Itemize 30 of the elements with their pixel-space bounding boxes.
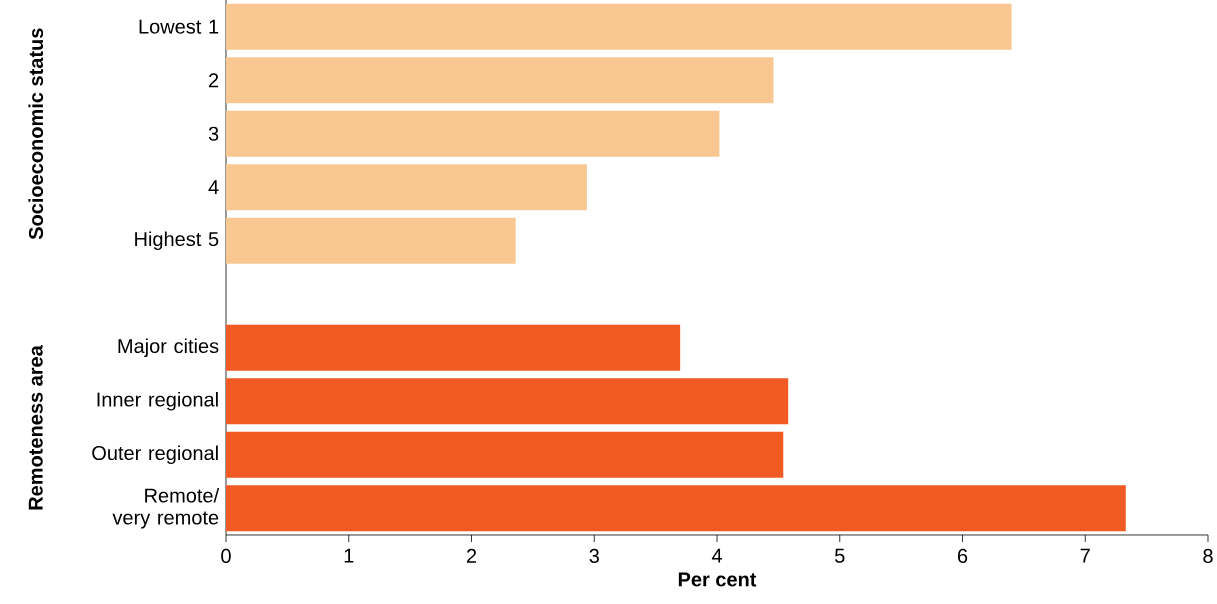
x-tick-label: 4 [711, 548, 722, 563]
x-tick-label: 1 [344, 548, 354, 563]
x-tick-label: 5 [834, 548, 845, 563]
y-tick-label: Remote/ very remote [112, 487, 220, 529]
bar [226, 110, 720, 157]
y-tick-label: Major cities [118, 338, 219, 358]
bar [226, 164, 587, 211]
bar [226, 485, 1126, 532]
y-tick-label: Inner regional [97, 391, 218, 411]
y-tick-label: 2 [209, 73, 219, 88]
x-tick-label: 8 [1203, 548, 1213, 564]
x-tick-label: 3 [589, 548, 599, 564]
text: Socioeconomic status [28, 28, 44, 240]
x-tick-label: 2 [466, 548, 477, 563]
text: Remoteness area [28, 345, 43, 510]
y-tick-label: 4 [208, 180, 219, 195]
x-axis-title: Per cent [678, 572, 757, 587]
y-tick-label: Outer regional [92, 445, 218, 465]
x-tick-label: 6 [957, 548, 968, 564]
bar [226, 217, 516, 264]
bar [226, 57, 774, 104]
x-tick-label: 7 [1080, 548, 1090, 563]
bar [226, 3, 1012, 50]
y-tick-label: Highest 5 [135, 231, 219, 251]
bar [226, 431, 784, 478]
bar [226, 324, 681, 371]
y-tick-label: Lowest 1 [139, 19, 219, 34]
bar [226, 378, 789, 425]
x-tick-label: 0 [221, 548, 231, 564]
y-tick-label: 3 [208, 126, 219, 141]
